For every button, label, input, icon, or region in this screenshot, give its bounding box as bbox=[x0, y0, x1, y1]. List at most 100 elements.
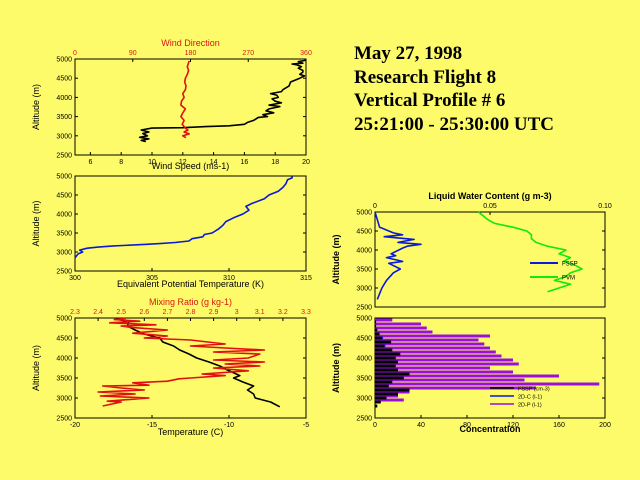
temp_mixing-xlabel: Temperature (C) bbox=[158, 427, 224, 437]
concentration-bar bbox=[375, 388, 410, 392]
concentration-xtick-label: 40 bbox=[417, 422, 425, 429]
temp_mixing-ytick-label: 2500 bbox=[56, 416, 72, 423]
theta_e-xtick-label: 305 bbox=[146, 275, 158, 282]
temp_mixing-xtick-label: -20 bbox=[70, 422, 80, 429]
concentration-bar bbox=[375, 336, 382, 340]
concentration-ytick-label: 4000 bbox=[356, 356, 372, 363]
lwc-legend-label: PVM bbox=[562, 276, 575, 282]
concentration-ytick-label: 3000 bbox=[356, 396, 372, 403]
header-time: 25:21:00 - 25:30:00 UTC bbox=[354, 113, 555, 135]
wind-x2tick-label: 90 bbox=[129, 50, 137, 57]
concentration-xtick-label: 160 bbox=[553, 422, 565, 429]
wind-xtick-label: 6 bbox=[88, 159, 92, 166]
concentration-bar bbox=[375, 354, 502, 358]
concentration-bar bbox=[375, 372, 410, 376]
temp_mixing-ytick-label: 4500 bbox=[56, 336, 72, 343]
temp_mixing-chart: 2500 3000 3500 4000 4500 5000 -20 -15 -10 -5 2.3 2.… bbox=[31, 297, 311, 437]
concentration-bar bbox=[375, 362, 519, 366]
temp_mixing-title: Mixing Ratio (g kg-1) bbox=[149, 297, 232, 307]
theta_e-series-theta-e bbox=[74, 176, 293, 259]
concentration-ylabel: Altitude (m) bbox=[331, 343, 341, 393]
temp_mixing-x2tick-label: 3.2 bbox=[278, 309, 288, 316]
lwc-x2tick-label: 0.05 bbox=[483, 203, 497, 210]
wind-x2tick-label: 0 bbox=[73, 50, 77, 57]
concentration-bar bbox=[375, 400, 381, 404]
concentration-ytick-label: 2500 bbox=[356, 416, 372, 423]
theta_e-ytick-label: 4000 bbox=[56, 212, 72, 219]
temp_mixing-ytick-label: 3000 bbox=[56, 396, 72, 403]
concentration-bar bbox=[375, 340, 392, 344]
lwc-x2tick-label: 0 bbox=[373, 203, 377, 210]
concentration-bar bbox=[375, 356, 396, 360]
concentration-bar bbox=[375, 348, 393, 352]
wind-xtick-label: 8 bbox=[119, 159, 123, 166]
wind-x2tick-label: 180 bbox=[185, 50, 197, 57]
concentration-bar bbox=[375, 332, 380, 336]
concentration-bar bbox=[375, 350, 496, 354]
concentration-xtick-label: 80 bbox=[463, 422, 471, 429]
concentration-bar bbox=[375, 366, 490, 370]
concentration-bar bbox=[375, 360, 398, 364]
wind-x2tick-label: 270 bbox=[242, 50, 254, 57]
concentration-bar bbox=[375, 404, 378, 408]
theta_e-ytick-label: 3500 bbox=[56, 231, 72, 238]
concentration-bar bbox=[375, 392, 398, 396]
wind-xtick-label: 12 bbox=[179, 159, 187, 166]
wind-ytick-label: 2500 bbox=[56, 153, 72, 160]
concentration-bar bbox=[375, 396, 387, 400]
concentration-xtick-label: 0 bbox=[373, 422, 377, 429]
lwc-ytick-label: 2500 bbox=[356, 305, 372, 312]
concentration-bar bbox=[375, 338, 479, 342]
concentration-bar bbox=[375, 384, 389, 388]
concentration-bar bbox=[375, 358, 513, 362]
concentration-xlabel: Concentration bbox=[459, 424, 520, 434]
concentration-bar bbox=[375, 368, 398, 372]
concentration-bar bbox=[375, 376, 404, 380]
temp_mixing-xtick-label: -15 bbox=[147, 422, 157, 429]
concentration-bar bbox=[375, 318, 393, 322]
lwc-series-pvm bbox=[477, 211, 583, 293]
temp_mixing-xtick-label: -10 bbox=[224, 422, 234, 429]
lwc-series-fssp bbox=[374, 211, 422, 300]
lwc-legend-label: FSSP bbox=[562, 262, 578, 268]
concentration-legend-label: FSSP (cm-3) bbox=[518, 387, 550, 393]
concentration-ytick-label: 5000 bbox=[356, 316, 372, 323]
wind-xtick-label: 20 bbox=[302, 159, 310, 166]
concentration-bar bbox=[375, 328, 378, 332]
wind-series-wind-speed bbox=[138, 59, 307, 143]
concentration-bar bbox=[375, 346, 490, 350]
theta_e-xtick-label: 300 bbox=[69, 275, 81, 282]
concentration-xtick-label: 200 bbox=[599, 422, 611, 429]
wind-chart: 2500 3000 3500 4000 4500 5000 6 8 10 12 14 16 18 20 0 9… bbox=[31, 38, 312, 171]
wind-plot-frame bbox=[74, 58, 307, 156]
wind-xtick-label: 16 bbox=[241, 159, 249, 166]
temp_mixing-x2tick-label: 2.9 bbox=[209, 309, 219, 316]
concentration-bar bbox=[375, 324, 377, 328]
temp_mixing-x2tick-label: 3.1 bbox=[255, 309, 265, 316]
concentration-bar bbox=[375, 342, 485, 346]
theta_e-xtick-label: 310 bbox=[223, 275, 235, 282]
temp_mixing-ytick-label: 4000 bbox=[56, 356, 72, 363]
lwc-ytick-label: 3500 bbox=[356, 267, 372, 274]
concentration-bar bbox=[375, 374, 559, 378]
lwc-x2tick-label: 0.10 bbox=[598, 203, 612, 210]
wind-series-wind-direction bbox=[180, 60, 190, 139]
concentration-bar bbox=[375, 334, 490, 338]
wind-ytick-label: 4000 bbox=[56, 95, 72, 102]
concentration-bar bbox=[375, 344, 385, 348]
wind-xtick-label: 10 bbox=[148, 159, 156, 166]
wind-xtick-label: 18 bbox=[271, 159, 279, 166]
concentration-bar bbox=[375, 322, 421, 326]
wind-title: Wind Direction bbox=[161, 38, 220, 48]
theta_e-xtick-label: 315 bbox=[300, 275, 312, 282]
temp_mixing-x2tick-label: 2.3 bbox=[70, 309, 80, 316]
concentration-bar bbox=[375, 378, 525, 382]
concentration-ytick-label: 4500 bbox=[356, 336, 372, 343]
concentration-bar bbox=[375, 386, 536, 390]
concentration-bar bbox=[375, 382, 600, 386]
theta_e-xlabel: Equivalent Potential Temperature (K) bbox=[117, 279, 264, 289]
header-date: May 27, 1998 bbox=[354, 43, 463, 64]
temp_mixing-x2tick-label: 2.7 bbox=[163, 309, 173, 316]
figure-header: May 27, 1998 Research Flight 8 Vertical … bbox=[354, 42, 554, 136]
